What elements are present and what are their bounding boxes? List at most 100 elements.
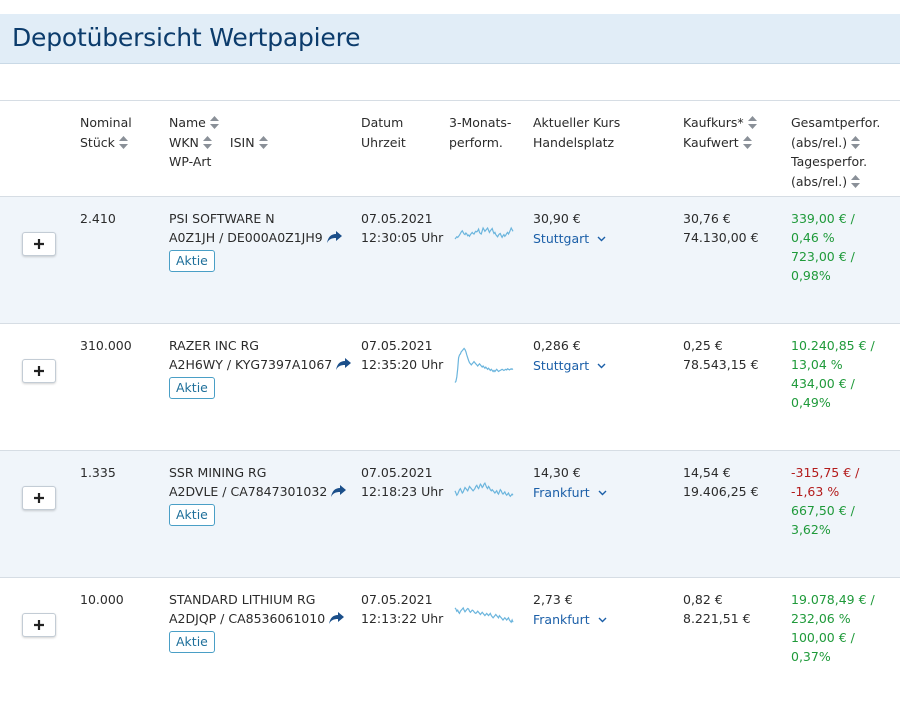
sparkline-line (454, 226, 514, 240)
performance-cell: 10.240,85 € / 13,04 % 434,00 € / 0,49% (791, 336, 875, 412)
header-kurs: Aktueller Kurs Handelsplatz (533, 113, 620, 152)
expand-button[interactable] (22, 486, 56, 510)
table-row: 2.410 PSI SOFTWARE N A0Z1JH / DE000A0Z1J… (0, 197, 900, 324)
quote-time: 12:13:22 Uhr (361, 611, 444, 626)
share-icon[interactable] (331, 483, 347, 502)
page-title: Depotübersicht Wertpapiere (12, 23, 361, 52)
header-isin-sort[interactable]: ISIN (230, 135, 268, 150)
header-wpart-label: WP-Art (169, 154, 212, 169)
purchase-cell: 0,82 € 8.221,51 € (683, 590, 751, 628)
expand-button[interactable] (22, 359, 56, 383)
sort-icon[interactable] (851, 174, 861, 188)
header-kaufkurs: Kaufkurs* Kaufwert (683, 113, 757, 152)
exchange-select[interactable]: Stuttgart (533, 355, 606, 375)
sort-icon[interactable] (851, 135, 861, 149)
sparkline-line (454, 606, 514, 624)
sparkline-chart (454, 606, 514, 624)
header-uhrzeit-label: Uhrzeit (361, 134, 406, 150)
exchange-select[interactable]: Frankfurt (533, 609, 607, 629)
header-stueck[interactable]: Stück (80, 133, 132, 153)
share-icon[interactable] (329, 610, 345, 629)
total-perf-rel: 0,46 % (791, 230, 835, 245)
header-kaufkurs-label: Kaufkurs* (683, 115, 744, 130)
sort-icon[interactable] (258, 135, 268, 149)
header-stueck-label: Stück (80, 134, 115, 150)
price-cell: 30,90 € Stuttgart (533, 209, 606, 248)
day-perf-abs: 100,00 € / (791, 630, 855, 645)
sort-icon[interactable] (202, 135, 212, 149)
security-name: SSR MINING RG (169, 465, 267, 480)
header-gesamt-sort[interactable]: (abs/rel.) (791, 133, 880, 153)
header-kaufwert-sort[interactable]: Kaufwert (683, 133, 757, 153)
header-gesamt-label-1: Gesamtperfor. (791, 115, 881, 130)
expand-button[interactable] (22, 613, 56, 637)
purchase-cell: 30,76 € 74.130,00 € (683, 209, 759, 247)
total-perf-rel: 232,06 % (791, 611, 851, 626)
price-cell: 14,30 € Frankfurt (533, 463, 607, 502)
share-icon[interactable] (326, 229, 342, 248)
chevron-down-icon (597, 355, 606, 374)
performance-cell: 339,00 € / 0,46 % 723,00 € / 0,98% (791, 209, 855, 285)
security-name: STANDARD LITHIUM RG (169, 592, 316, 607)
purchase-cell: 0,25 € 78.543,15 € (683, 336, 759, 374)
header-tages-sort[interactable]: (abs/rel.) (791, 172, 880, 192)
exchange-select[interactable]: Stuttgart (533, 228, 606, 248)
total-perf-abs: 339,00 € / (791, 211, 855, 226)
purchase-value: 8.221,51 € (683, 611, 751, 626)
purchase-price: 30,76 € (683, 211, 731, 226)
expand-button[interactable] (22, 232, 56, 256)
timestamp-cell: 07.05.2021 12:18:23 Uhr (361, 463, 443, 501)
header-name-sort[interactable]: Name (169, 113, 268, 133)
quote-time: 12:30:05 Uhr (361, 230, 444, 245)
security-cell: RAZER INC RG A2H6WY / KYG7397A1067 Aktie (169, 336, 352, 399)
sort-icon[interactable] (747, 116, 757, 129)
nominal-value: 1.335 (80, 465, 116, 480)
exchange-label: Stuttgart (533, 358, 590, 373)
security-ids: A2H6WY / KYG7397A1067 (169, 357, 333, 372)
share-icon[interactable] (336, 356, 352, 375)
total-perf-rel: -1,63 % (791, 484, 840, 499)
header-wkn-sort[interactable]: WKN (169, 135, 212, 150)
purchase-price: 14,54 € (683, 465, 731, 480)
sparkline-chart (454, 226, 514, 240)
nominal-value: 310.000 (80, 338, 132, 353)
purchase-price: 0,25 € (683, 338, 723, 353)
day-perf-rel: 0,37% (791, 649, 831, 664)
security-cell: STANDARD LITHIUM RG A2DJQP / CA853606101… (169, 590, 345, 653)
header-kaufkurs-sort[interactable]: Kaufkurs* (683, 113, 757, 133)
header-nominal: Nominal Stück (80, 113, 132, 152)
timestamp-cell: 07.05.2021 12:13:22 Uhr (361, 590, 443, 628)
current-price: 30,90 € (533, 211, 581, 226)
plus-icon (34, 620, 44, 630)
exchange-label: Frankfurt (533, 612, 590, 627)
sort-icon[interactable] (118, 135, 128, 149)
sort-icon[interactable] (742, 135, 752, 149)
sparkline-line (454, 481, 514, 498)
security-type-badge: Aktie (169, 250, 215, 272)
quote-date: 07.05.2021 (361, 592, 433, 607)
total-perf-rel: 13,04 % (791, 357, 843, 372)
header-kaufwert-label: Kaufwert (683, 134, 739, 150)
table-row: 10.000 STANDARD LITHIUM RG A2DJQP / CA85… (0, 578, 900, 704)
header-datum: Datum Uhrzeit (361, 113, 406, 152)
header-gesamt-label-2: (abs/rel.) (791, 134, 848, 150)
timestamp-cell: 07.05.2021 12:35:20 Uhr (361, 336, 443, 374)
exchange-label: Frankfurt (533, 485, 590, 500)
quote-time: 12:18:23 Uhr (361, 484, 444, 499)
header-tages-label-1: Tagesperfor. (791, 154, 868, 169)
sort-icon[interactable] (209, 116, 219, 129)
quote-date: 07.05.2021 (361, 211, 433, 226)
chevron-down-icon (598, 482, 607, 501)
header-perf-label-1: 3-Monats- (449, 115, 512, 130)
header-name-label: Name (169, 115, 206, 130)
exchange-label: Stuttgart (533, 231, 590, 246)
exchange-select[interactable]: Frankfurt (533, 482, 607, 502)
sparkline-chart (454, 347, 514, 383)
quote-date: 07.05.2021 (361, 465, 433, 480)
security-cell: SSR MINING RG A2DVLE / CA7847301032 Akti… (169, 463, 347, 526)
total-perf-abs: 19.078,49 € / (791, 592, 875, 607)
current-price: 2,73 € (533, 592, 573, 607)
header-perf-label-2: perform. (449, 134, 503, 150)
security-name: PSI SOFTWARE N (169, 211, 275, 226)
total-perf-abs: -315,75 € / (791, 465, 860, 480)
